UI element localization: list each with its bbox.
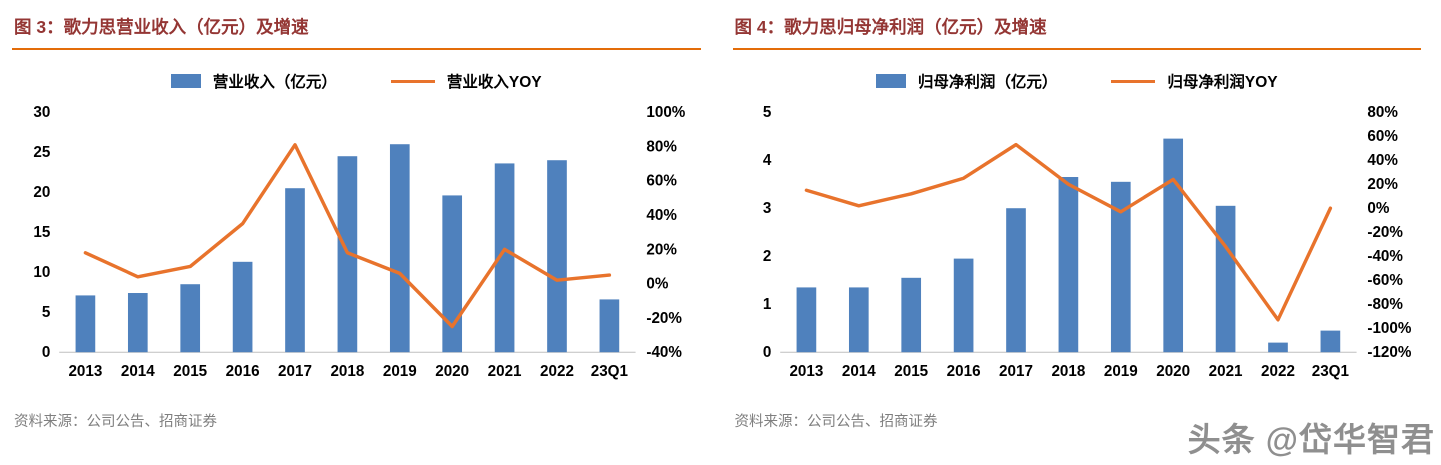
bar-legend-swatch <box>170 74 201 88</box>
x-axis-category-label: 2017 <box>278 363 312 380</box>
bar <box>127 293 148 353</box>
bar <box>1058 177 1078 353</box>
yoy-line <box>804 142 1332 322</box>
right-axis-tick-label: -60% <box>1367 272 1403 289</box>
bar <box>442 195 463 353</box>
bar <box>953 258 973 353</box>
right-axis-tick-label: -40% <box>646 344 682 361</box>
right-axis-tick-label: -80% <box>1367 296 1403 313</box>
bar <box>547 160 567 353</box>
left-axis-tick-label: 4 <box>762 152 771 169</box>
right-axis-tick-label: 80% <box>646 138 677 155</box>
bar <box>75 295 96 353</box>
right-axis-tick-label: -100% <box>1367 320 1411 337</box>
right-axis-tick-label: 20% <box>1367 176 1398 193</box>
figure-3-title: 图 3：歌力思营业收入（亿元）及增速 <box>12 8 701 50</box>
left-axis-tick-label: 5 <box>762 104 771 121</box>
line-legend-swatch <box>390 79 435 83</box>
bar <box>180 284 201 353</box>
right-axis-tick-label: -20% <box>646 310 682 327</box>
x-axis-category-label: 2022 <box>540 363 574 380</box>
x-axis-category-label: 2020 <box>1156 363 1190 380</box>
left-axis-tick-label: 25 <box>33 144 50 161</box>
x-axis-category-label: 2021 <box>1208 363 1242 380</box>
bar <box>1320 330 1340 353</box>
right-axis-tick-label: 0% <box>646 276 668 293</box>
right-axis-tick-label: 80% <box>1367 104 1398 121</box>
left-axis-tick-label: 0 <box>762 344 770 361</box>
x-axis-category-label: 2022 <box>1261 363 1295 380</box>
x-axis-category-label: 2016 <box>226 363 260 380</box>
left-axis-tick-label: 5 <box>42 304 51 321</box>
left-axis-tick-label: 20 <box>33 184 50 201</box>
line-legend-label: 营业收入YOY <box>446 74 542 91</box>
yoy-line <box>83 143 612 329</box>
bar-legend-label: 归母净利润（亿元） <box>917 74 1058 91</box>
figure-3-source: 资料来源：公司公告、招商证券 <box>14 414 217 430</box>
x-axis-category-label: 2021 <box>488 363 522 380</box>
right-axis-tick-label: 20% <box>646 241 677 258</box>
figure-4-title: 图 4：歌力思归母净利润（亿元）及增速 <box>732 8 1421 50</box>
right-axis-tick-label: -40% <box>1367 248 1403 265</box>
revenue-chart: 0 5 10 15 20 25 30 -40% -20% 0% 20% 40% 60% 80% 100% 20… <box>33 104 685 380</box>
figure-4-legend: 归母净利润（亿元） 归母净利润YOY <box>733 70 1422 92</box>
figure-3-panel: 图 3：歌力思营业收入（亿元）及增速 营业收入（亿元） 营业收入YOY 0 5 10… <box>12 8 701 430</box>
x-axis-category-label: 2013 <box>789 363 823 380</box>
x-axis-category-label: 2018 <box>330 363 364 380</box>
bar <box>1162 138 1183 353</box>
bar <box>285 188 305 353</box>
x-axis-category-label: 2016 <box>946 363 980 380</box>
figure-4-panel: 图 4：歌力思归母净利润（亿元）及增速 归母净利润（亿元） 归母净利润YOY 0… <box>721 0 1441 465</box>
bar-legend-label: 营业收入（亿元） <box>212 74 337 91</box>
net-profit-chart: 0 1 2 3 4 5 -120% -100% -80% -60% -40% -20% 0% 20% 40%… <box>762 104 1411 380</box>
bar <box>796 287 816 353</box>
x-axis-category-label: 2015 <box>173 363 207 380</box>
x-axis-category-label: 2013 <box>68 363 102 380</box>
left-axis-tick-label: 15 <box>33 224 50 241</box>
right-axis-tick-label: -20% <box>1367 224 1403 241</box>
left-axis-tick-label: 1 <box>762 296 771 313</box>
right-axis-tick-label: 40% <box>646 207 677 224</box>
bar <box>389 144 410 353</box>
right-axis-tick-label: 60% <box>1367 128 1398 145</box>
left-axis-tick-label: 10 <box>33 264 50 281</box>
right-axis-tick-label: -120% <box>1367 344 1411 361</box>
bar <box>494 163 515 353</box>
x-axis-category-label: 2019 <box>1103 363 1137 380</box>
line-legend-swatch <box>1111 79 1156 83</box>
bar <box>1215 205 1235 353</box>
left-axis-tick-label: 30 <box>33 104 50 121</box>
x-axis-category-label: 2019 <box>383 363 417 380</box>
x-axis-category-label: 23Q1 <box>591 363 629 380</box>
x-axis-category-label: 2014 <box>121 363 155 380</box>
figure-4-source: 资料来源：公司公告、招商证券 <box>734 414 938 430</box>
right-axis-tick-label: 0% <box>1367 200 1389 217</box>
x-axis-category-label: 23Q1 <box>1311 363 1349 380</box>
bar <box>1267 342 1288 353</box>
bar <box>1005 208 1026 353</box>
left-axis-tick-label: 0 <box>42 344 50 361</box>
x-axis-category-label: 2014 <box>841 363 875 380</box>
left-axis-tick-label: 2 <box>762 248 770 265</box>
figure-3-legend: 营业收入（亿元） 营业收入YOY <box>12 70 701 92</box>
watermark: 头条 @岱华智君 <box>1187 421 1435 458</box>
right-axis-tick-label: 100% <box>646 104 685 121</box>
x-axis-category-label: 2015 <box>894 363 928 380</box>
x-axis-category-label: 2020 <box>435 363 469 380</box>
x-axis-category-label: 2017 <box>999 363 1033 380</box>
bar <box>900 277 921 353</box>
bar <box>232 261 253 353</box>
line-legend-label: 归母净利润YOY <box>1167 74 1278 91</box>
right-axis-tick-label: 40% <box>1367 152 1398 169</box>
bar <box>1110 181 1131 353</box>
left-axis-tick-label: 3 <box>762 200 770 217</box>
x-axis-category-label: 2018 <box>1051 363 1085 380</box>
right-axis-tick-label: 60% <box>646 173 677 190</box>
bar <box>848 287 869 353</box>
bar-legend-swatch <box>875 74 906 88</box>
bar <box>599 299 620 353</box>
